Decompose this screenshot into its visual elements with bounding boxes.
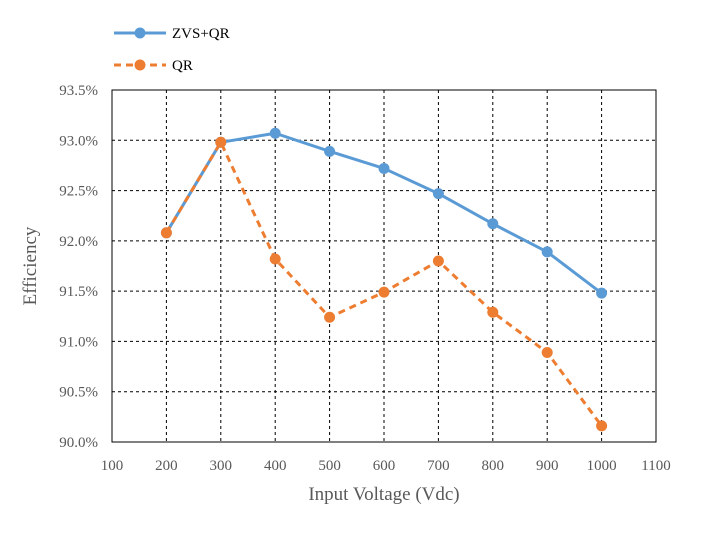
legend-label: QR bbox=[172, 58, 193, 74]
x-tick-label: 600 bbox=[373, 458, 396, 474]
data-point bbox=[324, 145, 336, 157]
data-point bbox=[541, 246, 553, 258]
series-2 bbox=[160, 136, 608, 432]
x-tick-label: 200 bbox=[155, 458, 178, 474]
x-tick-label: 300 bbox=[210, 458, 233, 474]
y-tick-label: 91.0% bbox=[59, 334, 98, 350]
data-point bbox=[432, 255, 444, 267]
y-tick-label: 90.5% bbox=[59, 385, 98, 401]
y-tick-label: 92.0% bbox=[59, 234, 98, 250]
data-point bbox=[541, 346, 553, 358]
legend: ZVS+QR QR bbox=[114, 26, 230, 74]
y-tick-label: 90.0% bbox=[59, 435, 98, 451]
legend-marker bbox=[134, 27, 146, 39]
data-point bbox=[215, 136, 227, 148]
data-point bbox=[160, 227, 172, 239]
plot-area-frame bbox=[111, 89, 657, 443]
grid bbox=[112, 90, 656, 442]
data-point bbox=[269, 253, 281, 265]
y-tick-label: 93.0% bbox=[59, 133, 98, 149]
x-tick-label: 500 bbox=[318, 458, 341, 474]
series-1 bbox=[160, 127, 608, 299]
x-axis-title: Input Voltage (Vdc) bbox=[308, 484, 459, 505]
x-tick-label: 1100 bbox=[641, 458, 670, 474]
data-point bbox=[378, 286, 390, 298]
data-point bbox=[596, 287, 608, 299]
x-tick-label: 100 bbox=[101, 458, 124, 474]
data-point bbox=[378, 162, 390, 174]
legend-marker bbox=[134, 59, 146, 71]
data-point bbox=[269, 127, 281, 139]
data-point bbox=[324, 311, 336, 323]
x-axis-ticks: 100 200 300 400 500 600 700 800 900 1000 1100 bbox=[101, 458, 671, 474]
y-tick-label: 92.5% bbox=[59, 184, 98, 200]
x-tick-label: 700 bbox=[427, 458, 450, 474]
y-axis-ticks: 90.0% 90.5% 91.0% 91.5% 92.0% 92.5% 93.0% 93.5% bbox=[59, 83, 98, 451]
y-tick-label: 91.5% bbox=[59, 284, 98, 300]
legend-label: ZVS+QR bbox=[172, 26, 230, 42]
x-tick-label: 400 bbox=[264, 458, 287, 474]
data-point bbox=[487, 218, 499, 230]
data-point bbox=[596, 420, 608, 432]
y-tick-label: 93.5% bbox=[59, 83, 98, 99]
y-axis-title: Efficiency bbox=[20, 226, 41, 305]
data-point bbox=[432, 188, 444, 200]
series-layer bbox=[160, 127, 608, 432]
x-tick-label: 800 bbox=[482, 458, 505, 474]
data-point bbox=[487, 306, 499, 318]
x-tick-label: 900 bbox=[536, 458, 559, 474]
x-tick-label: 1000 bbox=[587, 458, 617, 474]
